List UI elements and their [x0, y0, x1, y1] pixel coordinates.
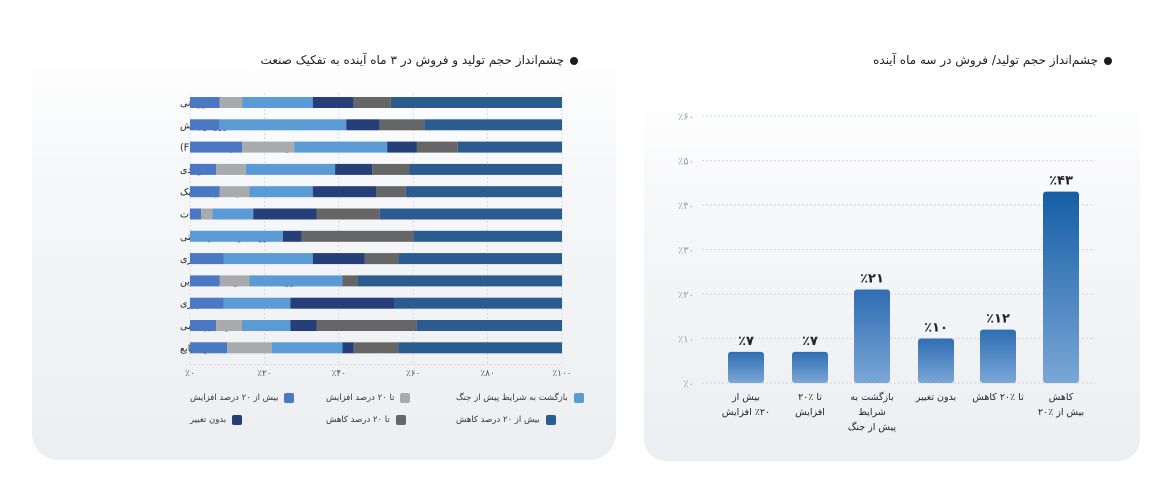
legend-label: بیش از ۲۰ درصد افزایش	[190, 393, 279, 403]
right-chart-panel	[644, 88, 1140, 461]
legend-swatch	[284, 393, 295, 403]
legend-swatch	[545, 415, 556, 425]
left-chart-legend: بیش از ۲۰ درصد افزایش تا ۲۰ درصد افزایش با…	[190, 385, 590, 435]
left-chart-panel	[32, 40, 616, 460]
legend-item: بیش از ۲۰ درصد افزایش	[190, 393, 295, 403]
legend-label: بیش از ۲۰ درصد کاهش	[456, 415, 540, 425]
legend-label: بازگشت به شرایط پیش از جنگ	[456, 393, 568, 403]
right-chart-title: چشم‌انداز حجم تولید/ فروش در سه ماه آیند…	[873, 53, 1112, 67]
legend-label: بدون تغییر	[190, 415, 227, 425]
legend-item: تا ۲۰ درصد افزایش	[326, 393, 411, 403]
left-chart-title: چشم‌انداز حجم تولید و فروش در ۳ ماه آیند…	[261, 53, 578, 67]
bullet-icon	[570, 56, 578, 65]
legend-label: تا ۲۰ درصد افزایش	[326, 393, 395, 403]
legend-swatch	[232, 415, 243, 425]
legend-item: تا ۲۰ درصد کاهش	[326, 415, 406, 425]
legend-swatch	[395, 415, 406, 425]
legend-swatch	[573, 393, 584, 403]
legend-label: تا ۲۰ درصد کاهش	[326, 415, 390, 425]
legend-item: بدون تغییر	[190, 415, 243, 425]
legend-item: بیش از ۲۰ درصد کاهش	[456, 415, 556, 425]
legend-item: بازگشت به شرایط پیش از جنگ	[456, 393, 584, 403]
bullet-icon	[1104, 56, 1112, 65]
legend-swatch	[400, 393, 411, 403]
